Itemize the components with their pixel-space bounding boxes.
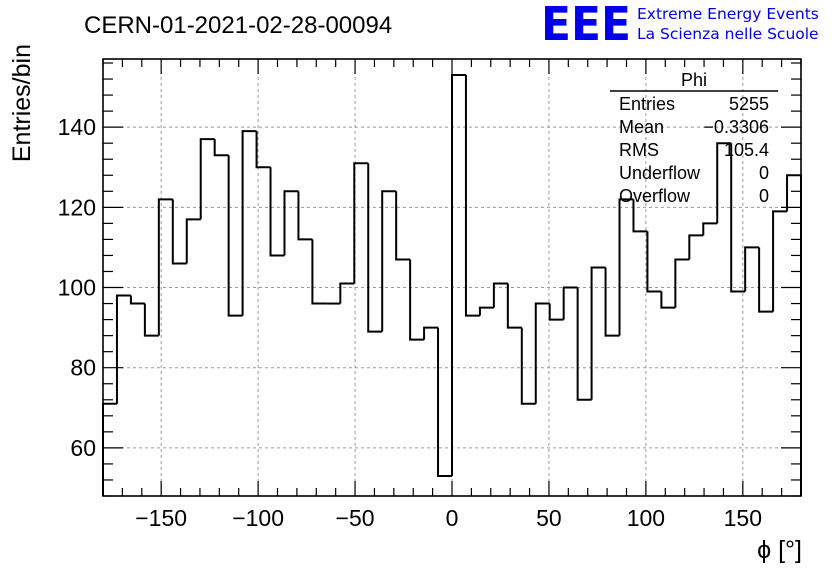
histogram-bin bbox=[199, 138, 215, 220]
stats-row-label: Underflow bbox=[619, 163, 701, 183]
histogram-bin bbox=[395, 191, 411, 261]
stats-box-title: Phi bbox=[681, 70, 707, 90]
x-tick-label: −150 bbox=[135, 505, 187, 531]
x-tick-label: 0 bbox=[446, 505, 459, 531]
histogram-bin bbox=[464, 75, 480, 317]
histogram-bin bbox=[451, 74, 466, 476]
stats-row: Underflow 0 bbox=[619, 163, 769, 183]
histogram-bin bbox=[185, 218, 201, 264]
chart-title: CERN-01-2021-02-28-00094 bbox=[84, 12, 392, 39]
y-tick-label: 120 bbox=[58, 194, 96, 220]
histogram-bin bbox=[269, 167, 285, 257]
stats-row-label: Mean bbox=[619, 117, 664, 137]
stats-row-value: 5255 bbox=[729, 94, 769, 114]
eee-logo-text: EEE bbox=[541, 0, 631, 51]
x-tick-label: 50 bbox=[536, 505, 562, 531]
histogram-bin bbox=[688, 234, 704, 260]
y-tick-label: 100 bbox=[58, 275, 96, 301]
y-tick-label: 80 bbox=[70, 355, 96, 381]
histogram-bin bbox=[702, 222, 718, 236]
histogram-bin bbox=[576, 287, 592, 401]
histogram-bin bbox=[367, 163, 383, 333]
x-tick-labels: −150 −100 −50 0 50 100 150 bbox=[135, 505, 762, 531]
histogram-bin bbox=[716, 142, 732, 224]
x-tick-label: −100 bbox=[232, 505, 284, 531]
histogram-bin bbox=[646, 231, 662, 293]
histogram-bin bbox=[758, 247, 774, 313]
histogram-bin bbox=[548, 303, 564, 321]
y-axis-label: Entries/bin bbox=[8, 44, 36, 162]
histogram-bin bbox=[492, 282, 508, 308]
histogram-bin bbox=[437, 327, 452, 477]
stats-row-value: 0 bbox=[759, 186, 769, 206]
histogram-bin bbox=[520, 327, 536, 405]
histogram-bin bbox=[297, 191, 313, 241]
y-tick-labels: 60 80 100 120 140 bbox=[58, 114, 96, 461]
histogram-bin bbox=[227, 155, 243, 317]
histogram-bin bbox=[604, 267, 620, 337]
logo-line-2: La Scienza nelle Scuole bbox=[637, 25, 819, 43]
stats-row-value: 0 bbox=[759, 163, 769, 183]
histogram-bin bbox=[674, 258, 690, 308]
histogram-bin bbox=[339, 282, 355, 304]
histogram-bin bbox=[506, 283, 522, 329]
histogram-bin bbox=[283, 190, 299, 256]
histogram-bin bbox=[772, 210, 788, 312]
stats-row: Mean −0.3306 bbox=[619, 117, 769, 137]
histogram-bin bbox=[618, 198, 634, 336]
stats-box-rows: Entries 5255 Mean −0.3306 RMS 105.4 Underflow 0… bbox=[619, 94, 769, 206]
histogram-bin bbox=[381, 190, 397, 332]
histogram-bin bbox=[660, 291, 676, 309]
histogram-bin bbox=[534, 302, 550, 404]
stats-row: Entries 5255 bbox=[619, 94, 769, 114]
histogram-bin bbox=[255, 131, 271, 169]
stats-box: Phi Entries 5255 Mean −0.3306 RMS 105.4 Underf… bbox=[610, 70, 778, 206]
histogram-bin bbox=[478, 306, 494, 316]
x-tick-label: 150 bbox=[724, 505, 762, 531]
histogram-bin bbox=[213, 139, 229, 157]
y-tick-label: 60 bbox=[70, 435, 96, 461]
x-tick-label: −50 bbox=[336, 505, 375, 531]
x-tick-label: 100 bbox=[627, 505, 665, 531]
histogram-bin bbox=[171, 199, 187, 265]
y-tick-label: 140 bbox=[58, 114, 96, 140]
histogram-bin bbox=[129, 295, 145, 305]
axis-ticks bbox=[102, 59, 802, 497]
histogram-bin bbox=[311, 239, 327, 305]
stats-row-label: Entries bbox=[619, 94, 675, 114]
histogram-bin bbox=[744, 246, 760, 292]
histogram-bin bbox=[409, 259, 425, 341]
histogram-bin bbox=[632, 199, 648, 233]
histogram-bin bbox=[241, 130, 257, 316]
histogram-bin bbox=[730, 143, 746, 293]
histogram-bin bbox=[590, 266, 606, 400]
stats-row: RMS 105.4 bbox=[619, 140, 769, 160]
histogram-bin bbox=[353, 162, 369, 284]
stats-row-label: RMS bbox=[619, 140, 659, 160]
logo-line-1: Extreme Energy Events bbox=[637, 5, 819, 23]
stats-row-value: 105.4 bbox=[724, 140, 769, 160]
histogram-bin bbox=[562, 286, 578, 320]
histogram-bin bbox=[143, 303, 159, 337]
stats-row-value: −0.3306 bbox=[703, 117, 769, 137]
histogram-bin bbox=[423, 326, 439, 340]
stats-row: Overflow 0 bbox=[619, 186, 769, 206]
histogram-bin bbox=[157, 198, 173, 336]
eee-logo: EEE Extreme Energy Events La Scienza nel… bbox=[541, 0, 819, 51]
x-axis-label: ϕ [°] bbox=[757, 536, 802, 564]
stats-row-label: Overflow bbox=[619, 186, 691, 206]
